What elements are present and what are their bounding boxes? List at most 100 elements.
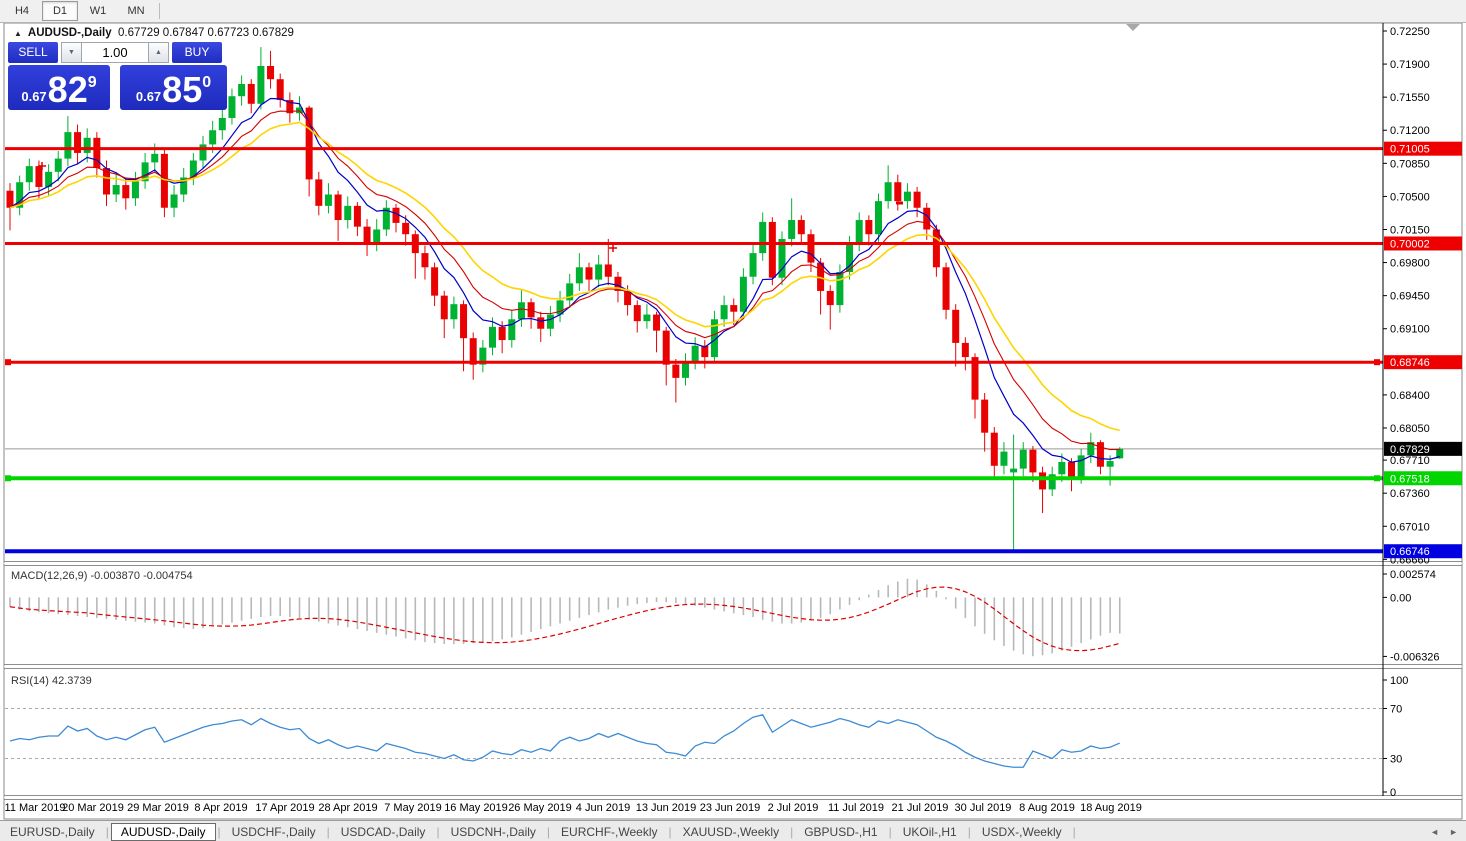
timeframe-button-w1[interactable]: W1 <box>89 5 107 17</box>
rsi-line <box>9 713 1121 768</box>
chart-tab-xauusd[interactable]: XAUUSD-,Weekly <box>682 824 780 839</box>
svg-text:0.67710: 0.67710 <box>1390 455 1430 467</box>
chart-tab-gbpusd[interactable]: GBPUSD-,H1 <box>804 824 878 839</box>
svg-text:0.68746: 0.68746 <box>1390 357 1430 369</box>
svg-text:0.67010: 0.67010 <box>1390 521 1430 533</box>
tab-divider: | <box>1072 824 1076 839</box>
svg-text:11 Mar 2019: 11 Mar 2019 <box>5 802 66 814</box>
macd-signal-line <box>9 586 1120 652</box>
volume-input[interactable] <box>82 41 148 63</box>
tab-divider: | <box>790 824 794 839</box>
svg-text:0.70002: 0.70002 <box>1390 238 1430 250</box>
collapse-arrow-icon[interactable]: ▲ <box>14 28 22 38</box>
chevron-down-icon: ▼ <box>68 48 75 56</box>
svg-text:0.71550: 0.71550 <box>1390 92 1430 104</box>
buy-button[interactable]: BUY <box>172 41 222 63</box>
svg-text:18 Aug 2019: 18 Aug 2019 <box>1080 802 1142 814</box>
volume-decrease-button[interactable]: ▼ <box>61 41 82 63</box>
sell-button[interactable]: SELL <box>8 41 58 63</box>
buy-price-prefix: 0.67 <box>135 89 162 104</box>
chart-tab-eurchf[interactable]: EURCHF-,Weekly <box>561 824 658 839</box>
svg-text:11 Jul 2019: 11 Jul 2019 <box>828 802 884 814</box>
macd-indicator-label: MACD(12,26,9) -0.003870 -0.004754 <box>11 570 193 582</box>
svg-text:30: 30 <box>1390 754 1402 766</box>
svg-text:0.71200: 0.71200 <box>1390 125 1430 137</box>
tab-divider: | <box>217 824 221 839</box>
svg-text:0.66746: 0.66746 <box>1390 546 1430 558</box>
svg-text:0.69450: 0.69450 <box>1390 291 1430 303</box>
timeframe-toolbar: H4 D1 W1 MN <box>0 0 1466 23</box>
tab-divider: | <box>546 824 551 839</box>
svg-text:8 Apr 2019: 8 Apr 2019 <box>194 802 247 814</box>
svg-text:0.70150: 0.70150 <box>1390 224 1430 236</box>
svg-text:0.70500: 0.70500 <box>1390 191 1430 203</box>
svg-text:0.00: 0.00 <box>1390 592 1411 604</box>
timeframe-button-h4[interactable]: H4 <box>14 5 30 17</box>
tabs-scroll-left-icon[interactable]: ◄ <box>1430 826 1440 837</box>
tab-divider: | <box>436 824 440 839</box>
tab-divider: | <box>967 824 971 839</box>
price-axis[interactable]: 0.72250 0.71900 0.71550 0.71200 0.70850 0.705… <box>1382 23 1462 799</box>
svg-text:0.70850: 0.70850 <box>1390 158 1430 170</box>
scroll-to-end-icon[interactable] <box>1126 24 1140 31</box>
svg-text:17 Apr 2019: 17 Apr 2019 <box>255 802 314 814</box>
tab-divider: | <box>105 824 109 839</box>
sell-price-pip: 9 <box>87 74 97 91</box>
svg-text:100: 100 <box>1390 675 1408 687</box>
timeframe-button-mn[interactable]: MN <box>127 5 145 17</box>
svg-text:16 May 2019: 16 May 2019 <box>444 802 508 814</box>
chevron-up-icon: ▲ <box>155 48 162 56</box>
rsi-value: 42.3739 <box>51 675 92 687</box>
current-price-label <box>1384 441 1462 456</box>
ma-fast-line <box>9 97 1120 463</box>
svg-text:13 Jun 2019: 13 Jun 2019 <box>636 802 697 814</box>
ma-medium-line <box>9 110 1120 451</box>
sell-price-box[interactable]: 0.67 82 9 <box>8 65 110 110</box>
ohlc-values: 0.67729 0.67847 0.67723 0.67829 <box>118 27 294 39</box>
symbol-period-label: AUDUSD-,Daily <box>27 27 112 39</box>
rsi-indicator-label: RSI(14) 42.3739 <box>11 675 92 687</box>
rsi-pane[interactable] <box>5 708 1383 768</box>
chart-tab-usdx[interactable]: USDX-,Weekly <box>981 824 1062 839</box>
chart-title: ▲ AUDUSD-,Daily 0.67729 0.67847 0.67723 … <box>14 27 294 39</box>
svg-text:0.71900: 0.71900 <box>1390 59 1430 71</box>
one-click-trading-panel: SELL ▼ ▲ BUY 0.67 82 9 0.67 85 0 <box>8 41 229 110</box>
tab-divider: | <box>888 824 892 839</box>
svg-text:29 Mar 2019: 29 Mar 2019 <box>127 802 189 814</box>
svg-text:23 Jun 2019: 23 Jun 2019 <box>700 802 761 814</box>
svg-text:2 Jul 2019: 2 Jul 2019 <box>768 802 819 814</box>
macd-main-value: -0.003870 <box>90 570 141 582</box>
chart-tab-usdcad[interactable]: USDCAD-,Daily <box>340 824 426 839</box>
svg-text:4 Jun 2019: 4 Jun 2019 <box>576 802 630 814</box>
svg-text:20 Mar 2019: 20 Mar 2019 <box>62 802 124 814</box>
svg-text:30 Jul 2019: 30 Jul 2019 <box>955 802 1012 814</box>
chart-tab-ukoil[interactable]: UKOil-,H1 <box>902 824 957 839</box>
main-price-pane[interactable] <box>5 47 1383 554</box>
tab-divider: | <box>668 824 672 839</box>
buy-price-pip: 0 <box>202 74 212 91</box>
chart-tab-eurusd[interactable]: EURUSD-,Daily <box>10 824 95 839</box>
sell-price-prefix: 0.67 <box>21 89 47 104</box>
svg-text:0.002574: 0.002574 <box>1390 569 1436 581</box>
buy-price-box[interactable]: 0.67 85 0 <box>120 65 227 110</box>
chart-tab-usdcnh[interactable]: USDCNH-,Daily <box>450 824 536 839</box>
tabs-scroll-right-icon[interactable]: ► <box>1449 826 1458 837</box>
svg-text:0.67518: 0.67518 <box>1390 473 1430 485</box>
macd-pane[interactable] <box>9 578 1121 657</box>
svg-text:0.68050: 0.68050 <box>1390 423 1430 435</box>
svg-text:28 Apr 2019: 28 Apr 2019 <box>318 802 377 814</box>
volume-increase-button[interactable]: ▲ <box>148 41 169 63</box>
svg-text:-0.006326: -0.006326 <box>1390 651 1440 663</box>
chart-tab-audusd[interactable]: AUDUSD-,Daily <box>110 822 216 841</box>
svg-text:70: 70 <box>1390 704 1402 716</box>
timeframe-button-d1[interactable]: D1 <box>42 1 78 21</box>
toolbar-divider <box>159 3 160 19</box>
svg-text:0.69100: 0.69100 <box>1390 324 1430 336</box>
chart-tab-bar: EURUSD-,Daily | AUDUSD-,Daily | USDCHF-,Dail… <box>0 820 1466 841</box>
svg-text:26 May 2019: 26 May 2019 <box>508 802 572 814</box>
svg-text:0.71005: 0.71005 <box>1390 144 1430 156</box>
chart-tab-usdchf[interactable]: USDCHF-,Daily <box>231 824 316 839</box>
